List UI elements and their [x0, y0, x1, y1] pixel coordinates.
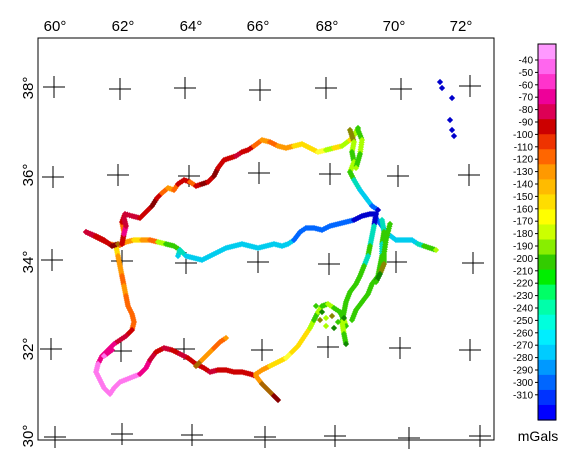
colorbar-swatch	[538, 134, 556, 150]
colorbar-tick-label: -210	[513, 266, 533, 277]
survey-point	[336, 308, 344, 316]
colorbar-swatch	[538, 239, 556, 256]
colorbar-swatch	[538, 209, 556, 226]
colorbar-swatch	[538, 119, 556, 135]
colorbar-tick-label: -130	[513, 167, 533, 178]
survey-point	[114, 240, 122, 248]
colorbar-swatch	[538, 269, 556, 286]
lon-label: 62°	[112, 18, 135, 35]
colorbar-tick-label: -300	[513, 378, 533, 389]
survey-tracks	[82, 78, 458, 404]
lat-label: 36°	[20, 164, 37, 187]
colorbar-tick-label: -160	[513, 204, 533, 215]
colorbar-swatch	[538, 299, 556, 316]
colorbar-frame	[537, 43, 557, 421]
colorbar-swatch	[538, 104, 556, 120]
lon-label: 72°	[450, 18, 473, 35]
colorbar-tick-label: -140	[513, 180, 533, 191]
graticule-crosses	[40, 75, 491, 449]
survey-point	[312, 302, 320, 310]
colorbar-swatch	[538, 344, 556, 361]
colorbar-tick-label: -100	[513, 130, 533, 141]
colorbar-tick-label: -70	[519, 93, 534, 104]
survey-point	[120, 214, 128, 222]
lat-label: 32°	[20, 338, 37, 361]
colorbar-tick-label: -200	[513, 254, 533, 265]
survey-point	[322, 314, 330, 322]
colorbar-tick-label: -240	[513, 304, 533, 315]
colorbar-tick-label: -40	[519, 56, 534, 67]
colorbar-tick-label: -230	[513, 291, 533, 302]
colorbar-swatch	[538, 74, 556, 90]
lon-label: 68°	[316, 18, 339, 35]
colorbar-tick-label: -190	[513, 242, 533, 253]
colorbar-tick-label: -290	[513, 366, 533, 377]
colorbar-swatch	[538, 164, 556, 180]
colorbar-tick-label: -220	[513, 279, 533, 290]
survey-point	[274, 396, 282, 404]
colorbar-swatch	[538, 254, 556, 271]
colorbar-swatch	[538, 359, 556, 376]
colorbar-swatch	[538, 389, 556, 406]
latitude-labels: 38° 36° 34° 32° 30°	[20, 77, 37, 448]
survey-point	[318, 308, 326, 316]
colorbar-tick-label: -80	[519, 105, 534, 116]
lon-label: 60°	[44, 18, 67, 35]
survey-point	[322, 322, 330, 330]
colorbar-tick-label: -110	[514, 142, 534, 153]
colorbar-tick-label: -180	[513, 229, 533, 240]
colorbar-tick-label: -310	[513, 390, 533, 401]
lon-label: 66°	[247, 18, 270, 35]
longitude-labels: 60° 62° 64° 66° 68° 70° 72°	[44, 18, 473, 35]
survey-point	[330, 324, 338, 332]
survey-point	[372, 278, 380, 286]
survey-point	[342, 340, 350, 348]
lat-label: 34°	[20, 251, 37, 274]
lat-label: 38°	[20, 77, 37, 100]
colorbar-swatch	[538, 329, 556, 346]
colorbar-tick-label: -60	[519, 80, 534, 91]
colorbar-labels: -40-50-60-70-80-90-100-110-120-130-140-1…	[513, 56, 538, 401]
colorbar-swatch	[538, 224, 556, 241]
survey-point	[334, 318, 342, 326]
colorbar-tick-label: -90	[519, 118, 534, 129]
colorbar: -40-50-60-70-80-90-100-110-120-130-140-1…	[513, 43, 558, 444]
map-frame	[37, 37, 495, 441]
colorbar-tick-label: -280	[513, 353, 533, 364]
colorbar-swatch	[538, 179, 556, 195]
colorbar-tick-label: -120	[513, 155, 533, 166]
colorbar-swatch	[538, 284, 556, 301]
colorbar-swatch	[538, 314, 556, 331]
colorbar-swatch	[538, 59, 556, 75]
colorbar-tick-label: -150	[513, 192, 533, 203]
survey-point	[340, 314, 348, 322]
colorbar-swatch	[538, 149, 556, 165]
colorbar-tick-label: -50	[519, 68, 534, 79]
colorbar-tick-label: -270	[513, 341, 533, 352]
colorbar-tick-label: -260	[513, 328, 533, 339]
lon-label: 70°	[383, 18, 406, 35]
survey-point	[174, 252, 182, 260]
lat-label: 30°	[20, 425, 37, 448]
colorbar-unit: mGals	[518, 428, 558, 444]
lon-label: 64°	[180, 18, 203, 35]
colorbar-swatches	[538, 44, 556, 421]
colorbar-swatch	[538, 44, 556, 60]
colorbar-tick-label: -250	[513, 316, 533, 327]
survey-point	[328, 312, 336, 320]
colorbar-swatch	[538, 374, 556, 391]
survey-point	[316, 316, 324, 324]
colorbar-swatch	[538, 194, 556, 211]
colorbar-swatch	[538, 404, 556, 421]
survey-point	[348, 316, 356, 324]
colorbar-swatch	[538, 89, 556, 105]
colorbar-tick-label: -170	[513, 217, 533, 228]
